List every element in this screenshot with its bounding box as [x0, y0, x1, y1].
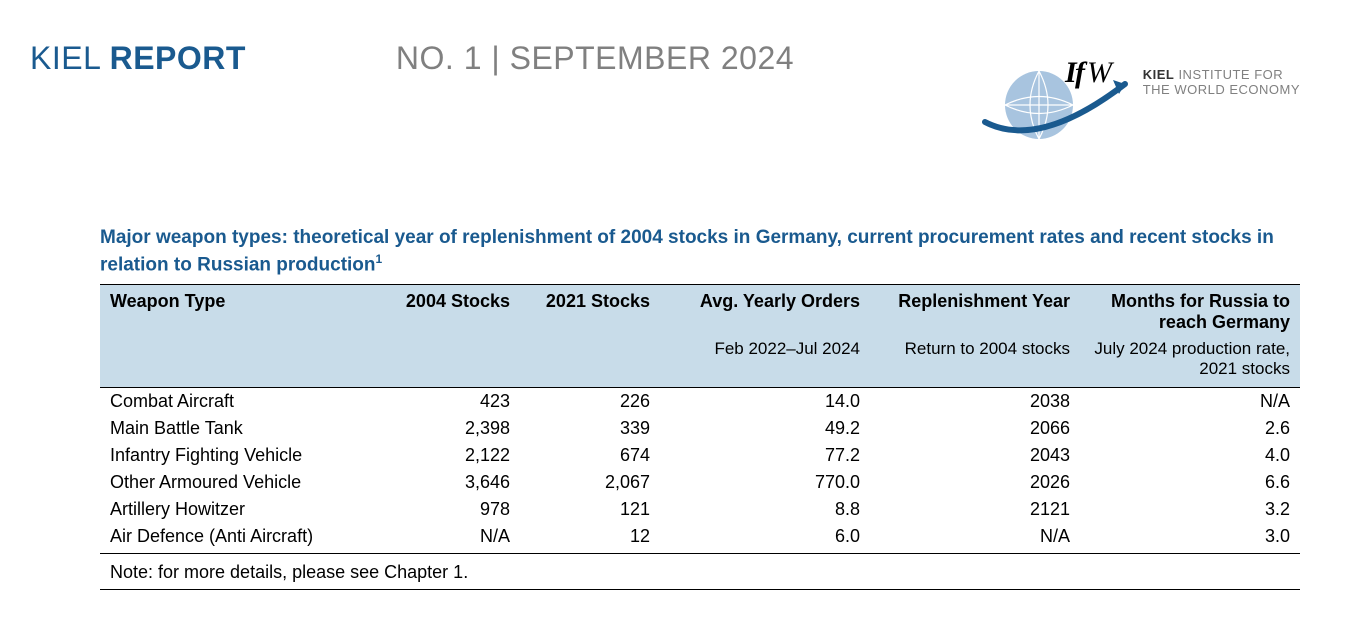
cell-2021: 121	[520, 496, 660, 523]
cell-rus: 2.6	[1080, 415, 1300, 442]
table-title: Major weapon types: theoretical year of …	[100, 225, 1300, 278]
table-row: Combat Aircraft42322614.02038N/A	[100, 387, 1300, 415]
institute-name: KIEL INSTITUTE FOR THE WORLD ECONOMY	[1143, 68, 1300, 98]
cell-weapon: Air Defence (Anti Aircraft)	[100, 523, 380, 554]
sub-weapon	[100, 337, 380, 388]
cell-2021: 674	[520, 442, 660, 469]
table-title-text: Major weapon types: theoretical year of …	[100, 227, 1274, 275]
table-header-row: Weapon Type 2004 Stocks 2021 Stocks Avg.…	[100, 284, 1300, 337]
cell-2021: 12	[520, 523, 660, 554]
brand-title: KIEL REPORT	[30, 40, 246, 77]
cell-avg: 8.8	[660, 496, 870, 523]
table-row: Main Battle Tank2,39833949.220662.6	[100, 415, 1300, 442]
cell-2021: 339	[520, 415, 660, 442]
cell-avg: 77.2	[660, 442, 870, 469]
cell-2021: 2,067	[520, 469, 660, 496]
col-weapon-type: Weapon Type	[100, 284, 380, 337]
cell-2004: 3,646	[380, 469, 520, 496]
table-row: Artillery Howitzer9781218.821213.2	[100, 496, 1300, 523]
cell-2021: 226	[520, 387, 660, 415]
cell-2004: 423	[380, 387, 520, 415]
col-2004-stocks: 2004 Stocks	[380, 284, 520, 337]
svg-text:W: W	[1087, 56, 1115, 89]
sub-2004	[380, 337, 520, 388]
sub-rus: July 2024 production rate, 2021 stocks	[1080, 337, 1300, 388]
cell-2004: 2,398	[380, 415, 520, 442]
cell-weapon: Main Battle Tank	[100, 415, 380, 442]
weapons-table: Weapon Type 2004 Stocks 2021 Stocks Avg.…	[100, 284, 1300, 554]
cell-rep: N/A	[870, 523, 1080, 554]
brand-kiel: KIEL	[30, 40, 110, 76]
table-body: Combat Aircraft42322614.02038N/AMain Bat…	[100, 387, 1300, 553]
cell-2004: 978	[380, 496, 520, 523]
cell-rus: 3.0	[1080, 523, 1300, 554]
logo-line1-rest: INSTITUTE FOR	[1174, 67, 1283, 82]
globe-icon: I f W	[977, 50, 1137, 150]
cell-rus: N/A	[1080, 387, 1300, 415]
cell-rep: 2026	[870, 469, 1080, 496]
cell-weapon: Combat Aircraft	[100, 387, 380, 415]
cell-weapon: Artillery Howitzer	[100, 496, 380, 523]
col-avg-orders: Avg. Yearly Orders	[660, 284, 870, 337]
institute-logo: I f W KIEL INSTITUTE FOR THE WORLD ECONO…	[977, 50, 1300, 150]
cell-rus: 3.2	[1080, 496, 1300, 523]
table-note: Note: for more details, please see Chapt…	[100, 554, 1300, 590]
table-row: Air Defence (Anti Aircraft)N/A126.0N/A3.…	[100, 523, 1300, 554]
sub-2021	[520, 337, 660, 388]
cell-rus: 6.6	[1080, 469, 1300, 496]
brand-report: REPORT	[110, 40, 246, 76]
cell-rep: 2121	[870, 496, 1080, 523]
cell-avg: 6.0	[660, 523, 870, 554]
cell-2004: 2,122	[380, 442, 520, 469]
table-row: Infantry Fighting Vehicle2,12267477.2204…	[100, 442, 1300, 469]
cell-weapon: Infantry Fighting Vehicle	[100, 442, 380, 469]
issue-label: NO. 1 | SEPTEMBER 2024	[396, 40, 794, 77]
content-area: Major weapon types: theoretical year of …	[100, 225, 1300, 590]
table-subheader-row: Feb 2022–Jul 2024 Return to 2004 stocks …	[100, 337, 1300, 388]
cell-rep: 2043	[870, 442, 1080, 469]
title-footnote-ref: 1	[376, 252, 383, 266]
table-row: Other Armoured Vehicle3,6462,067770.0202…	[100, 469, 1300, 496]
cell-rus: 4.0	[1080, 442, 1300, 469]
cell-rep: 2066	[870, 415, 1080, 442]
col-2021-stocks: 2021 Stocks	[520, 284, 660, 337]
cell-rep: 2038	[870, 387, 1080, 415]
logo-line1-strong: KIEL	[1143, 67, 1175, 82]
col-replenishment: Replenishment Year	[870, 284, 1080, 337]
cell-avg: 770.0	[660, 469, 870, 496]
sub-avg: Feb 2022–Jul 2024	[660, 337, 870, 388]
col-russia-months: Months for Russia to reach Germany	[1080, 284, 1300, 337]
sub-rep: Return to 2004 stocks	[870, 337, 1080, 388]
cell-avg: 49.2	[660, 415, 870, 442]
cell-avg: 14.0	[660, 387, 870, 415]
report-header: KIEL REPORT NO. 1 | SEPTEMBER 2024 I f W…	[30, 40, 1330, 77]
logo-line2: THE WORLD ECONOMY	[1143, 83, 1300, 98]
cell-weapon: Other Armoured Vehicle	[100, 469, 380, 496]
cell-2004: N/A	[380, 523, 520, 554]
